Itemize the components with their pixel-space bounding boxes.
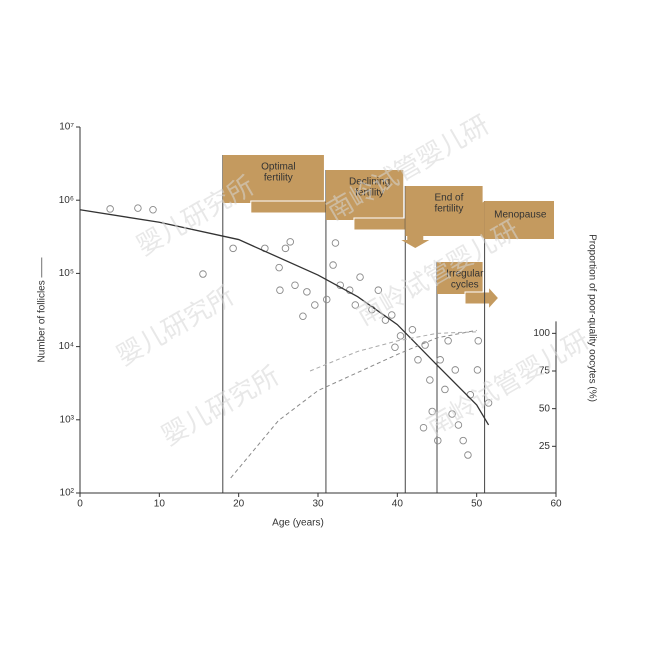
- y-tick-label: 10⁷: [59, 122, 74, 133]
- scatter-point: [286, 238, 294, 246]
- line-series: [309, 331, 477, 372]
- phase-label: Optimal: [261, 162, 295, 173]
- scatter-point: [388, 311, 396, 319]
- y-tick-label: 10⁴: [59, 341, 74, 352]
- scatter-point: [299, 312, 307, 320]
- phase-label: fertility: [355, 188, 384, 199]
- scatter-point: [421, 341, 429, 349]
- x-tick-label: 0: [77, 499, 83, 510]
- scatter-point: [134, 204, 142, 212]
- phase-box: [325, 170, 404, 220]
- watermark: 婴儿研究所: [111, 280, 239, 371]
- phase-box: [484, 201, 554, 239]
- scatter-point: [436, 356, 444, 364]
- scatter-point: [149, 206, 157, 214]
- x-tick-label: 30: [312, 499, 324, 510]
- scatter-point: [454, 421, 463, 429]
- watermark: 婴儿研究所: [131, 170, 259, 261]
- phase-label: fertility: [264, 173, 293, 184]
- scatter-point: [451, 366, 459, 374]
- x-tick-label: 20: [233, 499, 245, 510]
- x-tick-label: 60: [550, 499, 562, 510]
- phase-box: [437, 262, 483, 294]
- scatter-point: [329, 261, 337, 269]
- y-tick-label: 10²: [60, 488, 75, 499]
- y2-tick-label: 25: [539, 441, 551, 452]
- scatter-point: [448, 410, 456, 418]
- scatter-point: [276, 286, 284, 294]
- scatter-point: [396, 332, 405, 340]
- phase-label: Irregular: [446, 269, 484, 280]
- phase-label: End of: [434, 193, 463, 204]
- phase-arrow: [401, 236, 430, 248]
- x-axis-title: Age (years): [272, 518, 324, 529]
- y-axis-title: Number of follicles ——: [37, 257, 48, 362]
- scatter-point: [474, 337, 483, 345]
- y-tick-label: 10⁵: [59, 268, 74, 279]
- phase-arrow: [464, 285, 500, 311]
- line-series: [79, 209, 490, 426]
- scatter-point: [291, 281, 299, 289]
- phase-box: [405, 186, 483, 236]
- scatter-point: [441, 385, 449, 394]
- x-tick-label: 40: [392, 499, 404, 510]
- scatter-point: [322, 295, 331, 304]
- scatter-point: [464, 451, 472, 459]
- phase-label: Menopause: [494, 210, 547, 221]
- phase-label: cycles: [451, 280, 479, 291]
- scatter-point: [459, 436, 467, 445]
- phase-label: fertility: [434, 204, 463, 215]
- watermark: 南岭试管婴儿研: [421, 324, 594, 441]
- scatter-point: [311, 301, 319, 309]
- scatter-point: [106, 205, 114, 213]
- x-tick-label: 10: [154, 499, 166, 510]
- scatter-point: [275, 263, 283, 272]
- scatter-point: [331, 239, 340, 247]
- line-series: [230, 329, 477, 479]
- scatter-point: [199, 270, 207, 278]
- scatter-point: [414, 356, 422, 364]
- y-tick-label: 10³: [60, 414, 75, 425]
- y2-tick-label: 100: [533, 328, 550, 339]
- scatter-point: [473, 366, 482, 374]
- scatter-point: [419, 423, 428, 432]
- scatter-point: [374, 286, 383, 294]
- scatter-point: [351, 301, 360, 309]
- scatter-point: [408, 325, 417, 334]
- scatter-point: [444, 337, 452, 345]
- x-tick-label: 50: [471, 499, 483, 510]
- scatter-point: [426, 376, 434, 384]
- scatter-point: [356, 273, 364, 281]
- phase-arrow: [476, 201, 485, 239]
- scatter-point: [281, 244, 290, 253]
- phase-label: Declining: [349, 177, 390, 188]
- scatter-point: [229, 244, 237, 253]
- y-tick-label: 10⁶: [59, 195, 74, 206]
- y2-axis-title: Proportion of poor-quality oocytes (%): [586, 234, 597, 402]
- scatter-point: [391, 343, 399, 351]
- phase-box: [222, 155, 324, 203]
- scatter-point: [428, 407, 436, 416]
- scatter-point: [303, 288, 311, 296]
- y2-tick-label: 75: [539, 366, 551, 377]
- scatter-point: [484, 399, 493, 407]
- scatter-point: [434, 436, 442, 445]
- y2-tick-label: 50: [539, 403, 551, 414]
